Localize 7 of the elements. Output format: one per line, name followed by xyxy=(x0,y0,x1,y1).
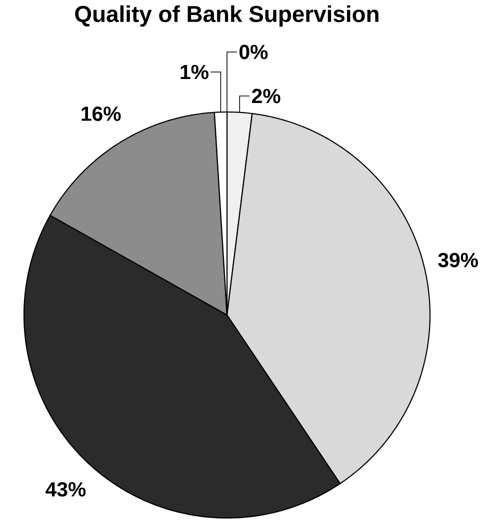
data-label: 16% xyxy=(82,106,121,121)
data-label: 2% xyxy=(252,88,280,104)
data-label: 43% xyxy=(46,482,86,497)
data-label: 39% xyxy=(438,252,478,268)
chart-title: Quality of Bank Supervision xyxy=(75,5,378,27)
text: 0% xyxy=(240,44,268,60)
data-label: 1% xyxy=(180,64,208,80)
